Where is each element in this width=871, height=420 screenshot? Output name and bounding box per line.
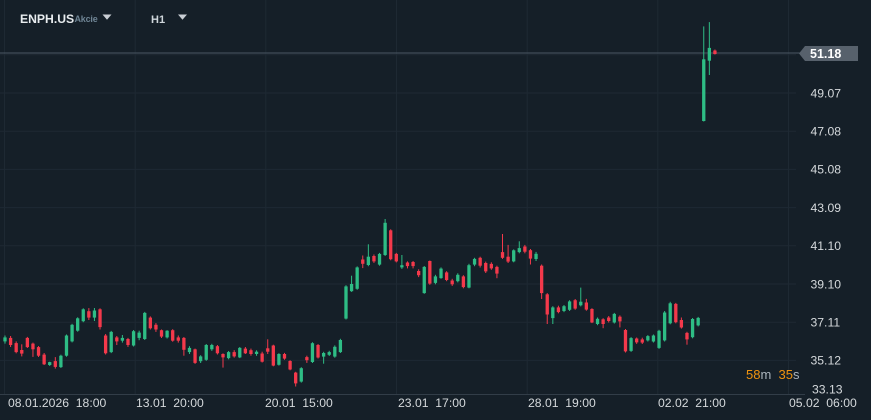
svg-text:49.07: 49.07 — [811, 86, 842, 100]
svg-text:05.02 06:00: 05.02 06:00 — [789, 396, 857, 410]
svg-text:H1: H1 — [151, 14, 165, 26]
svg-text:45.08: 45.08 — [811, 163, 842, 177]
svg-text:08.01.2026 18:00: 08.01.2026 18:00 — [8, 396, 106, 410]
svg-text:20.01 15:00: 20.01 15:00 — [265, 396, 333, 410]
svg-text:47.08: 47.08 — [811, 125, 842, 139]
svg-text:58m 35s: 58m 35s — [746, 367, 800, 382]
svg-text:23.01 17:00: 23.01 17:00 — [398, 396, 466, 410]
svg-text:13.01 20:00: 13.01 20:00 — [136, 396, 204, 410]
svg-text:37.11: 37.11 — [811, 316, 841, 330]
svg-text:51.18: 51.18 — [810, 47, 841, 61]
svg-text:43.09: 43.09 — [811, 201, 842, 215]
svg-text:ENPH.US: ENPH.US — [20, 12, 74, 26]
svg-text:39.10: 39.10 — [811, 277, 842, 291]
svg-text:Akcie: Akcie — [75, 14, 98, 24]
svg-text:33.13: 33.13 — [812, 382, 843, 396]
svg-text:35.12: 35.12 — [811, 354, 842, 368]
svg-text:28.01 19:00: 28.01 19:00 — [528, 396, 596, 410]
svg-text:41.10: 41.10 — [811, 239, 842, 253]
svg-text:02.02 21:00: 02.02 21:00 — [658, 396, 726, 410]
